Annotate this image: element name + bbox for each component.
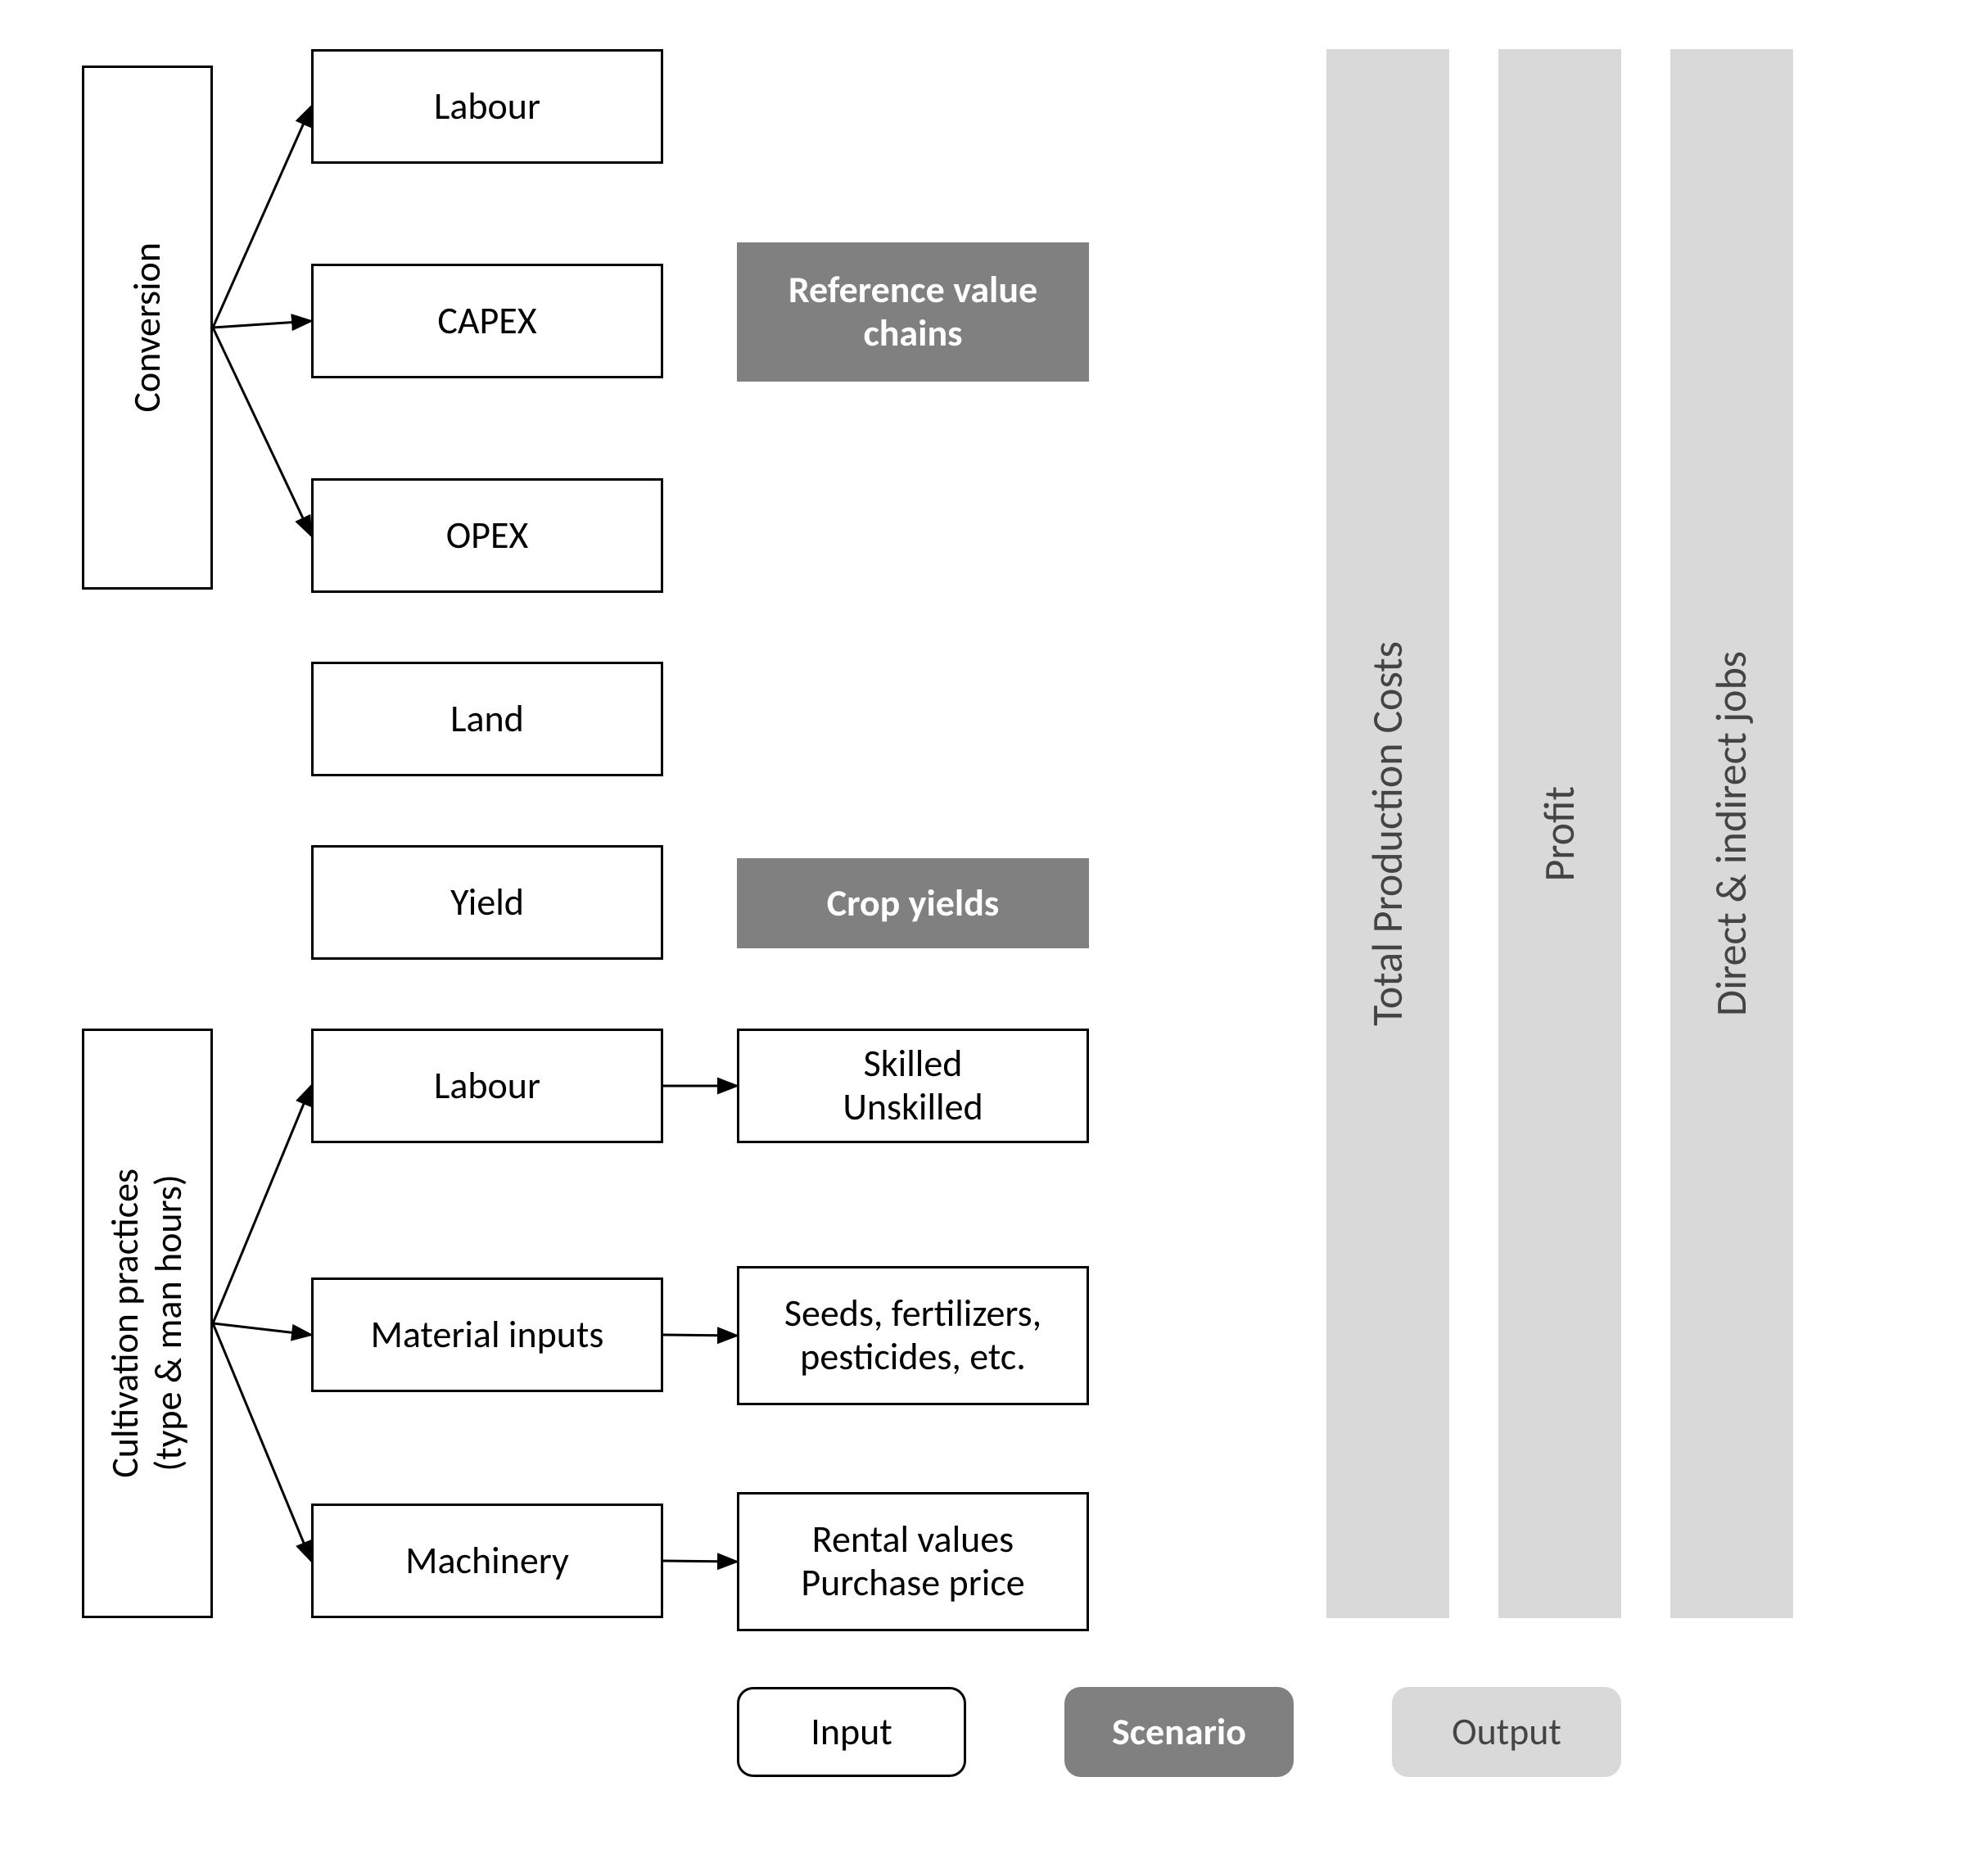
box-legend_input: Input xyxy=(737,1687,966,1777)
box-conversion: Conversion xyxy=(82,66,213,590)
box-opex: OPEX xyxy=(311,478,663,593)
arrow-cult-to-material xyxy=(213,1323,311,1335)
box-machinery_detail: Rental values Purchase price xyxy=(737,1492,1089,1631)
label-bar_jobs: Direct & indirect jobs xyxy=(1707,651,1756,1016)
label-labour2_detail: Skilled Unskilled xyxy=(843,1042,983,1129)
arrow-machinery-to-detail xyxy=(663,1561,737,1562)
box-legend_output: Output xyxy=(1392,1687,1621,1777)
arrow-cult-to-machinery xyxy=(213,1323,311,1561)
label-machinery: Machinery xyxy=(405,1540,569,1583)
label-land: Land xyxy=(450,698,524,741)
box-material: Material inputs xyxy=(311,1277,663,1392)
box-ref_chains: Reference value chains xyxy=(737,242,1089,382)
label-ref_chains: Reference value chains xyxy=(788,269,1037,355)
label-labour1: Labour xyxy=(434,85,540,129)
box-cultivation: Cultivation practices (type & man hours) xyxy=(82,1029,213,1618)
box-labour1: Labour xyxy=(311,49,663,164)
box-bar_costs: Total Production Costs xyxy=(1326,49,1449,1618)
box-legend_scenario: Scenario xyxy=(1064,1687,1294,1777)
arrow-conv-to-opex xyxy=(213,328,311,536)
arrow-conv-to-capex xyxy=(213,321,311,328)
label-material: Material inputs xyxy=(371,1314,604,1357)
label-bar_costs: Total Production Costs xyxy=(1363,641,1412,1026)
arrow-cult-to-labour2 xyxy=(213,1086,311,1323)
label-yield: Yield xyxy=(450,881,524,925)
label-conversion: Conversion xyxy=(126,242,169,413)
box-labour2: Labour xyxy=(311,1029,663,1143)
box-yield: Yield xyxy=(311,845,663,960)
label-labour2: Labour xyxy=(434,1065,540,1108)
box-bar_profit: Profit xyxy=(1498,49,1621,1618)
box-bar_jobs: Direct & indirect jobs xyxy=(1670,49,1793,1618)
box-land: Land xyxy=(311,662,663,776)
label-legend_input: Input xyxy=(811,1711,892,1754)
diagram-canvas: Conversion Labour CAPEX OPEX Land Yield Crop y… xyxy=(0,0,1988,1854)
label-bar_profit: Profit xyxy=(1535,786,1584,882)
arrow-material-to-detail xyxy=(663,1335,737,1336)
label-crop_yields: Crop yields xyxy=(827,882,1000,925)
box-material_detail: Seeds, fertilizers, pesticides, etc. xyxy=(737,1266,1089,1405)
label-capex: CAPEX xyxy=(437,300,536,343)
label-legend_output: Output xyxy=(1452,1711,1561,1754)
box-machinery: Machinery xyxy=(311,1504,663,1618)
label-material_detail: Seeds, fertilizers, pesticides, etc. xyxy=(784,1292,1041,1379)
label-legend_scenario: Scenario xyxy=(1112,1711,1246,1754)
label-opex: OPEX xyxy=(446,514,529,558)
label-machinery_detail: Rental values Purchase price xyxy=(801,1518,1024,1605)
box-capex: CAPEX xyxy=(311,264,663,378)
label-cultivation: Cultivation practices (type & man hours) xyxy=(104,1169,191,1478)
box-crop_yields: Crop yields xyxy=(737,858,1089,948)
box-labour2_detail: Skilled Unskilled xyxy=(737,1029,1089,1143)
arrow-conv-to-labour1 xyxy=(213,106,311,328)
